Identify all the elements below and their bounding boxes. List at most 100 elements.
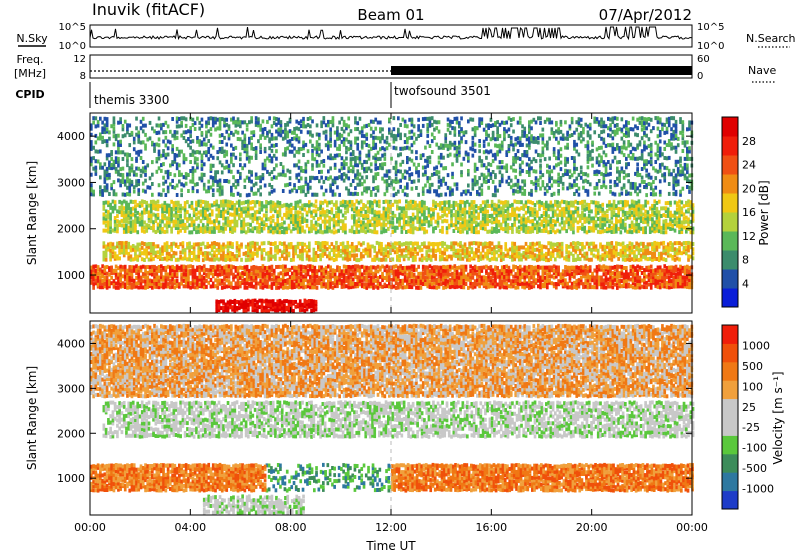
power-cell — [301, 257, 304, 261]
freq-tick-top: 12 — [73, 54, 86, 65]
power-cell — [152, 257, 155, 261]
power-cell — [333, 214, 336, 218]
power-cell — [629, 210, 632, 214]
power-cell — [536, 210, 539, 214]
power-cell — [115, 192, 118, 196]
power-cell — [209, 252, 212, 256]
power-cell — [615, 230, 618, 234]
power-cell — [220, 200, 223, 204]
power-cell — [630, 265, 633, 269]
power-cell — [407, 246, 410, 250]
power-cell — [153, 273, 156, 277]
power-cell — [179, 220, 182, 224]
power-cell — [258, 305, 261, 309]
power-cell — [592, 216, 595, 220]
power-cell — [662, 230, 665, 234]
power-cell — [264, 272, 267, 276]
power-cell — [280, 271, 283, 275]
power-cell — [125, 245, 128, 249]
power-cell — [629, 230, 632, 234]
power-cell — [258, 299, 261, 303]
power-cell — [568, 258, 571, 262]
power-cell — [439, 201, 442, 205]
power-cell — [267, 226, 270, 230]
power-cell — [625, 279, 628, 283]
power-cell — [416, 227, 419, 231]
power-cell — [466, 251, 469, 255]
power-cell — [598, 264, 601, 268]
power-cell — [231, 257, 234, 261]
power-cell — [451, 276, 454, 280]
power-cell — [586, 217, 589, 221]
power-cell — [185, 265, 188, 269]
power-cell — [254, 226, 257, 230]
power-cell — [613, 207, 616, 211]
power-cell — [513, 217, 516, 221]
power-cell — [297, 245, 300, 249]
power-cell — [227, 249, 230, 253]
nsearch-tick-top: 10^5 — [697, 22, 724, 33]
power-cell — [412, 213, 415, 217]
power-cell — [119, 273, 122, 277]
power-cell — [683, 221, 686, 225]
power-cell — [561, 216, 564, 220]
power-cell — [598, 276, 601, 280]
power-cell — [656, 257, 659, 261]
power-cell — [169, 266, 172, 270]
power-cell — [518, 207, 521, 211]
power-cell — [225, 285, 228, 289]
power-cell — [95, 116, 98, 120]
power-cell — [477, 230, 480, 234]
power-cell — [130, 254, 133, 258]
power-cell — [279, 241, 282, 245]
power-cell — [284, 279, 287, 283]
power-cell — [271, 282, 274, 286]
power-cell — [152, 203, 155, 207]
power-cell — [455, 210, 458, 214]
power-cell — [369, 223, 372, 227]
power-cell — [161, 245, 164, 249]
power-cell — [317, 207, 320, 211]
power-cell — [201, 266, 204, 270]
power-cell — [188, 257, 191, 261]
power-cell — [601, 245, 604, 249]
power-cell — [420, 272, 423, 276]
power-cell — [615, 217, 618, 221]
power-cell — [570, 210, 573, 214]
power-cell — [522, 246, 525, 250]
power-cell — [677, 282, 680, 286]
power-cell — [95, 159, 98, 163]
power-cell — [464, 214, 467, 218]
power-cell — [657, 276, 660, 280]
power-cell — [334, 269, 337, 273]
power-cell — [522, 251, 525, 255]
power-cell — [134, 200, 137, 204]
power-cell — [629, 254, 632, 258]
power-cell — [364, 248, 367, 252]
power-cell — [141, 246, 144, 250]
power-cell — [434, 220, 437, 224]
power-cell — [613, 246, 616, 250]
power-cell — [424, 276, 427, 280]
power-cell — [188, 204, 191, 208]
power-cell — [392, 257, 395, 261]
power-cell — [369, 219, 372, 223]
power-cell — [279, 257, 282, 261]
power-cell — [519, 268, 522, 272]
power-cell — [152, 213, 155, 217]
power-cell — [252, 306, 255, 310]
power-cell — [405, 204, 408, 208]
power-cell — [683, 241, 686, 245]
power-cell — [412, 227, 415, 231]
power-cell — [301, 204, 304, 208]
power-cell — [538, 257, 541, 261]
power-cell — [165, 278, 168, 282]
power-cell — [486, 204, 489, 208]
power-cell — [440, 266, 443, 270]
power-cell — [581, 200, 584, 204]
power-cell — [236, 300, 239, 304]
power-cell — [240, 230, 243, 234]
power-cell — [471, 247, 474, 251]
power-cell — [213, 230, 216, 234]
power-cell — [157, 200, 160, 204]
